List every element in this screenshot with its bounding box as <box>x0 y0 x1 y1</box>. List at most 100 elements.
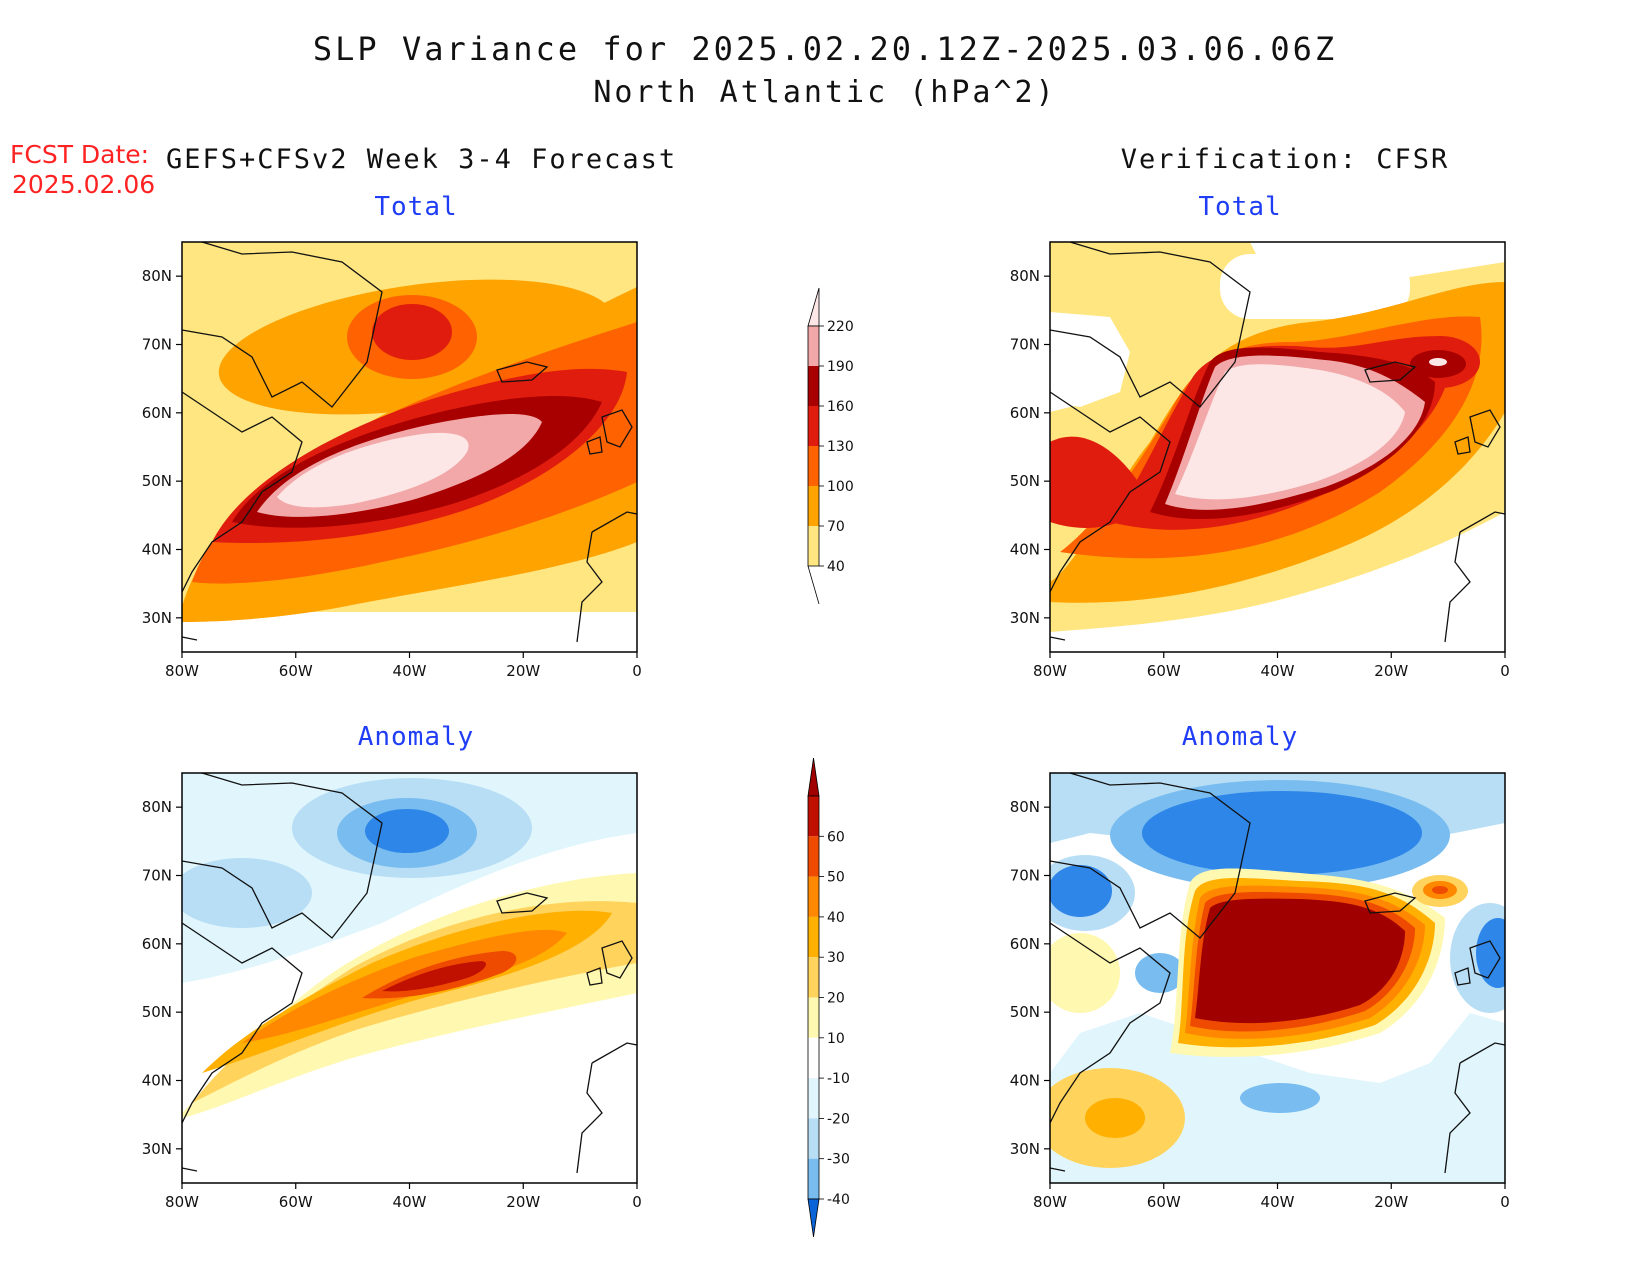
lat-tick-label: 40N <box>1010 541 1040 559</box>
lon-tick-label: 80W <box>1033 662 1067 680</box>
forecast-total-subtitle: Total <box>374 192 458 222</box>
colorbar-segment <box>808 366 819 406</box>
lat-tick-label: 50N <box>1010 472 1040 490</box>
colorbar-segment <box>808 1078 819 1119</box>
lon-tick-label: 80W <box>165 662 199 680</box>
verification-anomaly-coastlines <box>1049 772 1506 1174</box>
lon-tick-label: 20W <box>506 662 540 680</box>
colorbar-label: 130 <box>827 439 854 455</box>
colorbar-label: -40 <box>827 1192 850 1208</box>
colorbar-label: 40 <box>827 559 845 575</box>
lat-tick-label: 60N <box>1010 935 1040 953</box>
forecast-total-coastlines <box>181 241 638 643</box>
verification-total-subtitle: Total <box>1198 192 1282 222</box>
colorbar-segment <box>808 1158 819 1199</box>
colorbar-segment <box>808 916 819 958</box>
colorbar-segment <box>808 406 819 446</box>
lat-tick-label: 30N <box>1010 1140 1040 1158</box>
lon-tick-label: 60W <box>279 1193 313 1211</box>
lat-tick-label: 50N <box>142 472 172 490</box>
panel-axes-0: 80W 60W 40W 20W 0 80N 70N 60N 50N 40N 30N <box>142 267 642 680</box>
colorbar-label: 10 <box>827 1031 845 1047</box>
lat-tick-label: 30N <box>142 609 172 627</box>
forecast-anomaly-coastlines <box>181 772 638 1174</box>
verification-column-title: Verification: CFSR <box>1120 144 1450 175</box>
lon-tick-label: 40W <box>1261 662 1295 680</box>
lon-tick-label: 0 <box>1500 1193 1510 1211</box>
lat-tick-label: 70N <box>142 867 172 885</box>
verification-total-coastlines <box>1049 241 1506 643</box>
lat-tick-label: 30N <box>1010 609 1040 627</box>
total-colorbar: 40 70 100 130 160 190 220 <box>807 287 854 605</box>
forecast-column-title: GEFS+CFSv2 Week 3-4 Forecast <box>166 144 678 175</box>
lat-tick-label: 70N <box>1010 336 1040 354</box>
colorbar-top-arrow <box>807 287 820 327</box>
lon-tick-label: 40W <box>393 662 427 680</box>
lat-tick-label: 80N <box>1010 798 1040 816</box>
colorbar-label: 20 <box>827 991 845 1007</box>
forecast-anomaly-panel <box>181 772 638 1184</box>
lon-tick-label: 0 <box>632 1193 642 1211</box>
colorbar-label: 70 <box>827 519 845 535</box>
colorbar-label: 30 <box>827 950 845 966</box>
lon-tick-label: 40W <box>1261 1193 1295 1211</box>
fcst-date-value: 2025.02.06 <box>12 170 156 199</box>
colorbar-segment <box>808 486 819 526</box>
colorbar-segment <box>808 796 819 837</box>
panel-axes-3: 80W 60W 40W 20W 0 80N 70N 60N 50N 40N 30N <box>1010 798 1510 1211</box>
colorbar-label: 190 <box>827 359 854 375</box>
lat-tick-label: 40N <box>142 541 172 559</box>
verification-anomaly-panel <box>1049 772 1506 1184</box>
colorbar-top-arrow <box>807 757 820 797</box>
main-title: SLP Variance for 2025.02.20.12Z-2025.03.… <box>312 30 1338 68</box>
forecast-anomaly-subtitle: Anomaly <box>357 722 475 752</box>
colorbar-segment <box>808 1037 819 1079</box>
lat-tick-label: 40N <box>1010 1072 1040 1090</box>
lon-tick-label: 0 <box>632 662 642 680</box>
colorbar-bottom-arrow <box>807 1198 820 1238</box>
colorbar-label: -30 <box>827 1152 850 1168</box>
anomaly-colorbar: -40 -30 -20 -10 10 20 30 40 50 60 <box>807 757 850 1238</box>
lat-tick-label: 80N <box>142 267 172 285</box>
colorbar-segment <box>808 326 819 366</box>
colorbar-segment <box>808 1118 819 1159</box>
lon-tick-label: 80W <box>1033 1193 1067 1211</box>
colorbar-label: 160 <box>827 399 854 415</box>
colorbar-segment <box>808 836 819 877</box>
axes-layer: 80W 60W 40W 20W 0 80N 70N 60N 50N 40N 30N 80W 60W 40W… <box>142 267 1510 1211</box>
lon-tick-label: 60W <box>1147 662 1181 680</box>
lat-tick-label: 60N <box>142 935 172 953</box>
lat-tick-label: 60N <box>1010 404 1040 422</box>
colorbar-label: -10 <box>827 1071 850 1087</box>
lon-tick-label: 20W <box>1374 662 1408 680</box>
lon-tick-label: 60W <box>1147 1193 1181 1211</box>
colorbar-bottom-edge <box>807 565 820 605</box>
lat-tick-label: 70N <box>142 336 172 354</box>
lat-tick-label: 50N <box>142 1003 172 1021</box>
colorbar-segment <box>808 997 819 1038</box>
lat-tick-label: 50N <box>1010 1003 1040 1021</box>
colorbar-segment <box>808 957 819 998</box>
lat-tick-label: 80N <box>142 798 172 816</box>
panel-axes-1: 80W 60W 40W 20W 0 80N 70N 60N 50N 40N 30N <box>1010 267 1510 680</box>
main-subtitle: North Atlantic (hPa^2) <box>593 75 1057 110</box>
verification-anomaly-subtitle: Anomaly <box>1181 722 1299 752</box>
colorbar-label: 220 <box>827 319 854 335</box>
colorbar-segment <box>808 446 819 486</box>
colorbar-label: 40 <box>827 910 845 926</box>
colorbar-label: 100 <box>827 479 854 495</box>
lon-tick-label: 60W <box>279 662 313 680</box>
lon-tick-label: 20W <box>506 1193 540 1211</box>
lon-tick-label: 20W <box>1374 1193 1408 1211</box>
colorbar-segment <box>808 526 819 566</box>
lat-tick-label: 30N <box>142 1140 172 1158</box>
lat-tick-label: 40N <box>142 1072 172 1090</box>
fcst-date-label: FCST Date: <box>10 140 150 169</box>
colorbar-label: 60 <box>827 829 845 845</box>
lon-tick-label: 0 <box>1500 662 1510 680</box>
lon-tick-label: 40W <box>393 1193 427 1211</box>
colorbar-label: 50 <box>827 870 845 886</box>
lat-tick-label: 80N <box>1010 267 1040 285</box>
verification-total-panel <box>1049 241 1506 653</box>
